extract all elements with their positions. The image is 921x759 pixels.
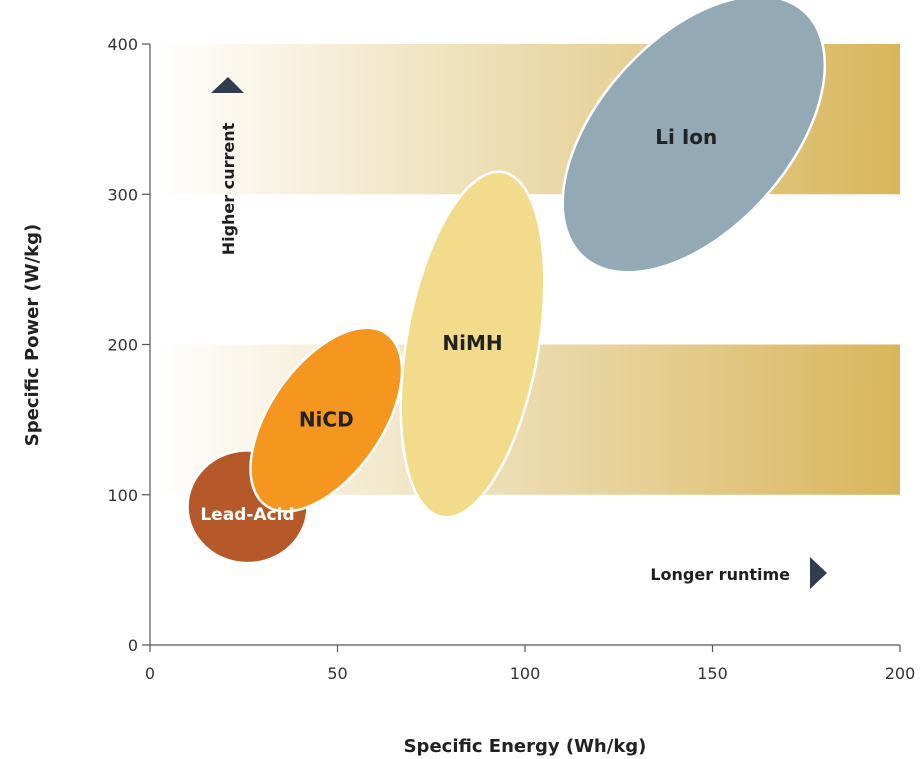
y-tick-label: 200	[107, 336, 138, 355]
x-tick-label: 50	[327, 664, 347, 683]
higher-current-annotation: Higher current	[211, 77, 244, 255]
nicd-label: NiCD	[299, 408, 354, 432]
longer-runtime-label: Longer runtime	[650, 565, 790, 584]
y-axis-title: Specific Power (W/kg)	[22, 224, 43, 446]
right-arrow-icon	[810, 557, 827, 589]
x-tick-label: 150	[697, 664, 728, 683]
y-tick-label: 0	[128, 636, 138, 655]
tick-marks: 0 100 200 300 400 0 50 100 150 200	[107, 35, 915, 683]
y-tick-label: 100	[107, 486, 138, 505]
y-tick-label: 300	[107, 185, 138, 204]
li-ion-region	[561, 0, 827, 274]
higher-current-label: Higher current	[219, 122, 238, 255]
x-tick-label: 0	[145, 664, 155, 683]
lead-acid-label: Lead-Acid	[200, 505, 294, 525]
x-axis-title: Specific Energy (Wh/kg)	[404, 736, 647, 757]
longer-runtime-annotation: Longer runtime	[650, 557, 827, 589]
x-tick-label: 200	[885, 664, 916, 683]
battery-regions: Lead-Acid NiCD NiMH Li Ion	[186, 0, 827, 565]
nimh-label: NiMH	[442, 331, 502, 355]
nicd-region	[249, 326, 404, 513]
li-ion-label: Li Ion	[655, 125, 717, 149]
up-arrow-icon	[211, 77, 244, 93]
x-tick-label: 100	[510, 664, 541, 683]
nimh-region	[399, 170, 546, 519]
y-tick-label: 400	[107, 35, 138, 54]
